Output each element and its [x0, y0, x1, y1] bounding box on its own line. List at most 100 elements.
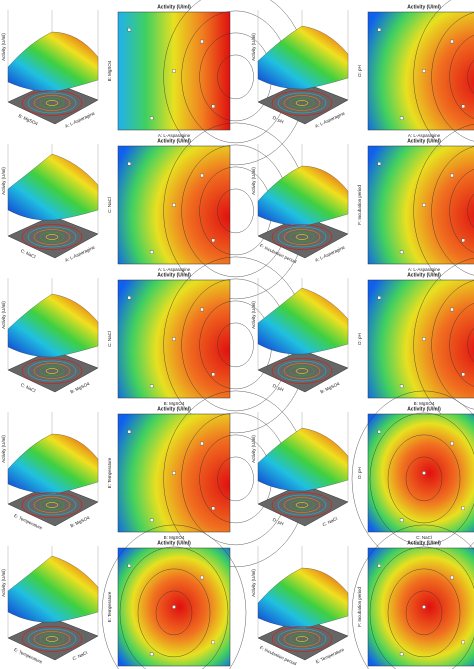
contour-x-label: A: L-Asparagine — [158, 133, 191, 138]
contour-line — [431, 280, 474, 410]
contour-line — [431, 146, 474, 276]
design-point — [211, 506, 215, 511]
contour-title: Activity (U/ml) — [407, 138, 441, 144]
floor-contour — [27, 92, 77, 114]
contour-title: Activity (U/ml) — [407, 272, 441, 278]
contour-y-label: B: MgSO4 — [107, 60, 112, 81]
design-point — [399, 384, 404, 388]
z-axis-label: Activity (U/ml) — [1, 301, 6, 329]
design-point — [450, 39, 454, 44]
design-point — [127, 296, 131, 300]
contour-line — [387, 434, 461, 524]
design-point — [461, 640, 465, 645]
floor-contour — [21, 224, 83, 250]
contour-line — [449, 303, 474, 387]
surface-y-label: D: pH — [272, 517, 285, 526]
floor-contour — [33, 497, 71, 513]
floor-contour — [39, 231, 65, 243]
design-point — [200, 441, 204, 446]
floor-contour — [33, 631, 71, 647]
contour-line — [217, 322, 254, 368]
floor-contour — [39, 633, 65, 645]
floor-contour — [27, 628, 77, 650]
contour-line — [413, 257, 474, 432]
design-point — [211, 640, 215, 645]
floor-contour — [45, 636, 59, 642]
contour-area — [367, 145, 474, 265]
design-point — [399, 116, 404, 120]
floor-contour — [283, 229, 321, 245]
design-point — [461, 104, 465, 109]
z-axis-label: Activity (U/ml) — [1, 33, 6, 61]
contour-area — [367, 413, 474, 533]
design-point — [461, 238, 465, 243]
design-point — [149, 652, 154, 656]
floor-contour — [271, 224, 333, 250]
design-point — [200, 307, 204, 312]
design-point — [399, 518, 404, 522]
floor-contour — [277, 494, 327, 516]
design-point — [200, 575, 204, 580]
floor-contour — [295, 234, 309, 240]
design-point — [149, 384, 154, 388]
surface — [257, 287, 349, 355]
contour-line — [101, 524, 247, 669]
floor-contour — [289, 499, 315, 511]
design-point — [172, 69, 176, 73]
design-point — [172, 471, 176, 475]
z-axis-label: Activity (U/ml) — [1, 435, 6, 463]
design-point — [422, 69, 426, 73]
design-point — [377, 564, 381, 568]
contour-title: Activity (U/ml) — [407, 4, 441, 10]
contour-title: Activity (U/ml) — [157, 540, 191, 546]
contour-y-label: F: Incubation period — [357, 587, 362, 627]
surface-x-label: C: NaCl — [322, 516, 338, 527]
floor-contour — [45, 100, 59, 106]
contour-line — [369, 546, 474, 669]
panel: Activity (U/ml) C: NaCl E: Temperature Acti… — [1, 524, 247, 669]
design-point — [422, 605, 426, 609]
design-point — [211, 104, 215, 109]
contour-line — [217, 456, 254, 502]
contour-line — [217, 54, 254, 100]
contour-x-label: B: MgSO4 — [164, 401, 185, 406]
floor-contour — [271, 90, 333, 116]
design-point — [211, 372, 215, 377]
surface — [7, 31, 99, 93]
design-point — [127, 162, 131, 166]
surface-x-label: B: MgSO4 — [69, 515, 90, 529]
design-point — [422, 203, 426, 207]
contour-line — [467, 193, 474, 228]
floor-contour — [21, 492, 83, 518]
contour-x-label: B: MgSO4 — [164, 535, 185, 540]
contour-line — [217, 188, 254, 234]
design-point — [149, 518, 154, 522]
design-point — [172, 203, 176, 207]
design-point — [127, 430, 131, 434]
surface — [257, 165, 349, 227]
design-point — [377, 430, 381, 434]
design-point — [127, 564, 131, 568]
contour-line — [405, 590, 443, 636]
contour-line — [119, 546, 229, 669]
contour-title: Activity (U/ml) — [407, 540, 441, 546]
design-point — [450, 173, 454, 178]
surface — [257, 567, 349, 629]
floor-contour — [33, 363, 71, 379]
floor-contour — [289, 97, 315, 109]
floor-contour — [271, 626, 333, 652]
design-point — [399, 250, 404, 254]
design-point — [399, 652, 404, 656]
design-point — [450, 575, 454, 580]
contour-line — [387, 568, 461, 658]
floor-contour — [21, 626, 83, 652]
design-point — [211, 238, 215, 243]
contour-line — [413, 0, 474, 164]
contour-area — [367, 279, 474, 399]
contour-y-label: C: NaCl — [107, 197, 112, 213]
